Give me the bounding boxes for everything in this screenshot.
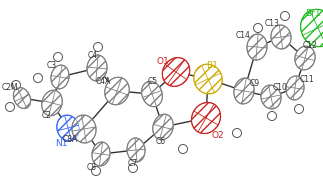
Circle shape (280, 12, 289, 20)
Text: C9: C9 (250, 80, 260, 88)
Text: Br1: Br1 (305, 9, 321, 18)
Circle shape (254, 23, 263, 33)
Text: C2M: C2M (2, 84, 18, 92)
Ellipse shape (141, 81, 162, 107)
Text: C6: C6 (156, 136, 166, 146)
Circle shape (267, 112, 276, 121)
Text: C2: C2 (42, 111, 52, 119)
Ellipse shape (42, 90, 62, 116)
Circle shape (179, 145, 187, 153)
Ellipse shape (271, 25, 291, 49)
Ellipse shape (72, 115, 96, 143)
Ellipse shape (127, 138, 145, 162)
Circle shape (91, 167, 100, 176)
Circle shape (54, 53, 62, 61)
Ellipse shape (286, 76, 304, 100)
Ellipse shape (261, 85, 281, 109)
Text: N1: N1 (55, 139, 67, 147)
Ellipse shape (247, 34, 267, 60)
Circle shape (5, 102, 15, 112)
Circle shape (93, 43, 102, 51)
Ellipse shape (153, 114, 173, 140)
Ellipse shape (92, 142, 110, 166)
Text: O2: O2 (212, 130, 224, 139)
Ellipse shape (295, 46, 315, 70)
Text: C8A: C8A (62, 135, 78, 143)
Ellipse shape (87, 55, 107, 81)
Text: C11: C11 (300, 75, 314, 84)
Circle shape (129, 163, 138, 173)
Text: C14: C14 (235, 32, 250, 40)
Ellipse shape (194, 64, 222, 94)
Text: C12: C12 (303, 40, 318, 50)
Text: C4: C4 (88, 50, 98, 60)
Text: B1: B1 (206, 60, 218, 70)
Text: C7: C7 (128, 159, 138, 167)
Ellipse shape (192, 102, 221, 133)
Circle shape (233, 129, 242, 138)
Ellipse shape (13, 88, 31, 108)
Ellipse shape (234, 78, 254, 104)
Circle shape (34, 74, 43, 83)
Ellipse shape (57, 115, 79, 141)
Text: O1: O1 (157, 57, 169, 67)
Ellipse shape (105, 77, 129, 105)
Text: C5: C5 (148, 77, 158, 87)
Text: C3: C3 (47, 60, 57, 70)
Circle shape (295, 105, 304, 114)
Ellipse shape (301, 9, 323, 47)
Text: C8: C8 (87, 163, 97, 171)
Ellipse shape (51, 65, 69, 89)
Text: C10: C10 (273, 84, 287, 92)
Circle shape (12, 81, 20, 90)
Text: C4A: C4A (95, 77, 111, 85)
Text: C13: C13 (265, 19, 279, 29)
Ellipse shape (162, 58, 190, 86)
